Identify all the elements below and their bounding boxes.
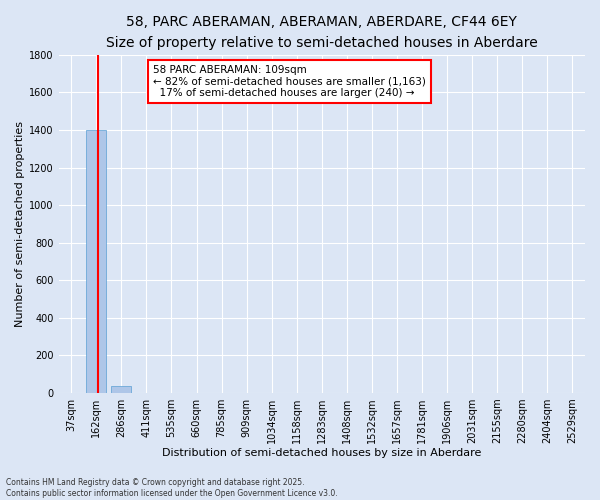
Bar <box>86 130 106 393</box>
Y-axis label: Number of semi-detached properties: Number of semi-detached properties <box>15 121 25 327</box>
Bar <box>111 386 131 393</box>
X-axis label: Distribution of semi-detached houses by size in Aberdare: Distribution of semi-detached houses by … <box>162 448 482 458</box>
Text: 58 PARC ABERAMAN: 109sqm
← 82% of semi-detached houses are smaller (1,163)
  17%: 58 PARC ABERAMAN: 109sqm ← 82% of semi-d… <box>154 65 426 98</box>
Text: Contains HM Land Registry data © Crown copyright and database right 2025.
Contai: Contains HM Land Registry data © Crown c… <box>6 478 338 498</box>
Title: 58, PARC ABERAMAN, ABERAMAN, ABERDARE, CF44 6EY
Size of property relative to sem: 58, PARC ABERAMAN, ABERAMAN, ABERDARE, C… <box>106 15 538 50</box>
